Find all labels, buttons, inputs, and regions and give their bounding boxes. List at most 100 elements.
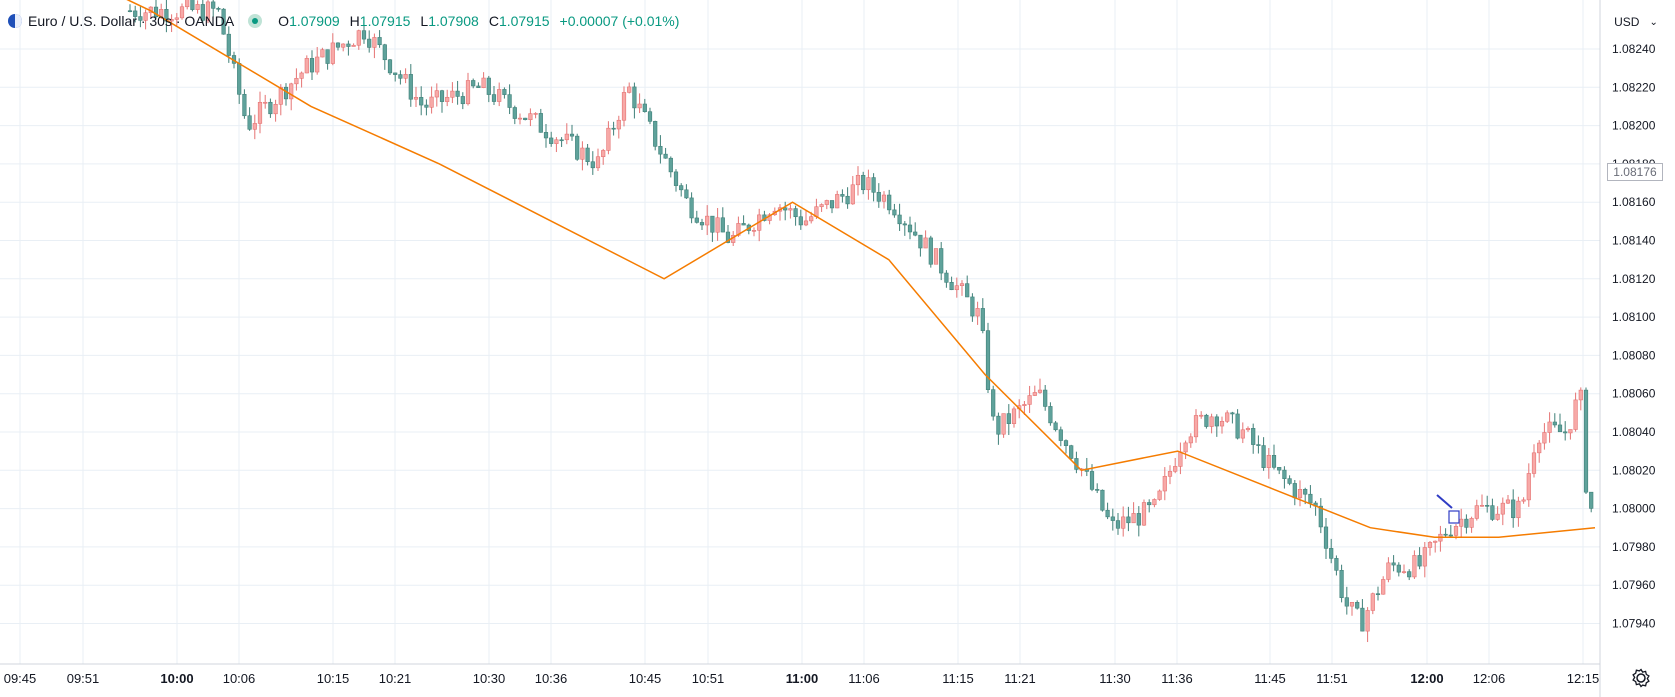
candle [855, 174, 861, 186]
candle [1433, 540, 1438, 543]
candle [783, 207, 788, 211]
candle [237, 63, 242, 95]
candle [585, 147, 590, 163]
candle [575, 135, 580, 160]
gear-icon[interactable] [1630, 667, 1652, 689]
candle [1043, 389, 1048, 407]
x-tick-label: 11:15 [942, 671, 974, 686]
candle [725, 231, 731, 243]
candle [793, 208, 798, 218]
x-tick-label: 09:51 [67, 671, 100, 686]
candle [393, 72, 398, 75]
candle [1339, 570, 1344, 598]
candle [1303, 488, 1308, 495]
candle [486, 77, 491, 95]
candle [809, 216, 814, 222]
candle [1308, 493, 1313, 504]
candle [1318, 505, 1323, 528]
close-value: 1.07915 [498, 13, 550, 29]
candle [1199, 414, 1204, 417]
symbol-info[interactable]: Euro / U.S. Dollar · 30s · OANDA [8, 13, 234, 29]
candle [1542, 432, 1547, 444]
candle [1578, 389, 1583, 401]
candle [1173, 466, 1178, 472]
candle [1500, 502, 1505, 515]
candle [918, 234, 923, 249]
candle [205, 1, 211, 21]
candle [1427, 542, 1433, 548]
candle [866, 177, 871, 191]
change-value: +0.00007 (+0.01%) [559, 13, 680, 29]
candle [699, 222, 705, 226]
candle [1022, 404, 1027, 406]
candle [523, 117, 528, 120]
candle [824, 200, 829, 205]
candle [476, 85, 481, 89]
candle [1261, 445, 1266, 468]
candle [1100, 489, 1105, 511]
candle [377, 37, 382, 46]
candle [1235, 413, 1240, 439]
candle [247, 115, 252, 130]
candle [1474, 505, 1479, 519]
y-tick-label: 1.07960 [1612, 578, 1656, 592]
candle [611, 127, 616, 130]
candle [1349, 602, 1355, 607]
candle [601, 150, 606, 158]
candle [471, 80, 476, 87]
x-tick-label: 10:00 [160, 671, 193, 686]
candle [263, 101, 268, 104]
candle [694, 217, 699, 223]
x-tick-label: 11:36 [1161, 671, 1193, 686]
candle [429, 96, 434, 108]
candle [1292, 483, 1297, 499]
candle [1365, 610, 1370, 632]
candle [1001, 413, 1006, 435]
candle [1188, 436, 1193, 444]
candle [991, 389, 996, 417]
y-tick-label: 1.08160 [1612, 195, 1656, 209]
candle [647, 111, 653, 122]
candle [996, 415, 1001, 435]
candle [1422, 547, 1427, 567]
candle [169, 19, 174, 22]
candle [1495, 513, 1500, 520]
candle [1401, 571, 1407, 573]
currency-selector[interactable]: USD ⌄ [1608, 11, 1664, 33]
y-tick-label: 1.08080 [1612, 348, 1656, 362]
candle [902, 223, 907, 226]
candle [1063, 440, 1069, 446]
candle [632, 86, 637, 109]
candle [1334, 558, 1339, 571]
candle [933, 248, 939, 265]
candle [1396, 564, 1401, 573]
y-tick-label: 1.08240 [1612, 42, 1656, 56]
candle [559, 139, 564, 142]
candle [1110, 516, 1115, 521]
candle [1557, 424, 1563, 433]
candle [1568, 429, 1573, 434]
candle [195, 4, 200, 10]
chevron-down-icon: ⌄ [1649, 16, 1658, 28]
candle [949, 282, 954, 291]
candle [861, 174, 866, 191]
candle [455, 90, 460, 97]
candle [1204, 414, 1209, 427]
candle [1355, 602, 1360, 609]
candle [689, 197, 694, 219]
y-tick-label: 1.08120 [1612, 272, 1656, 286]
candle [1193, 415, 1199, 438]
candle [278, 86, 283, 105]
candle [715, 217, 720, 233]
drawing-marker [1448, 510, 1460, 524]
y-tick-label: 1.08020 [1612, 463, 1656, 477]
x-tick-label: 11:06 [848, 671, 880, 686]
candle [1344, 597, 1349, 607]
candle [798, 216, 803, 226]
candle [1048, 406, 1053, 424]
candle [1563, 431, 1568, 434]
candle [502, 89, 507, 95]
candle [1271, 455, 1277, 468]
candle [679, 185, 684, 191]
